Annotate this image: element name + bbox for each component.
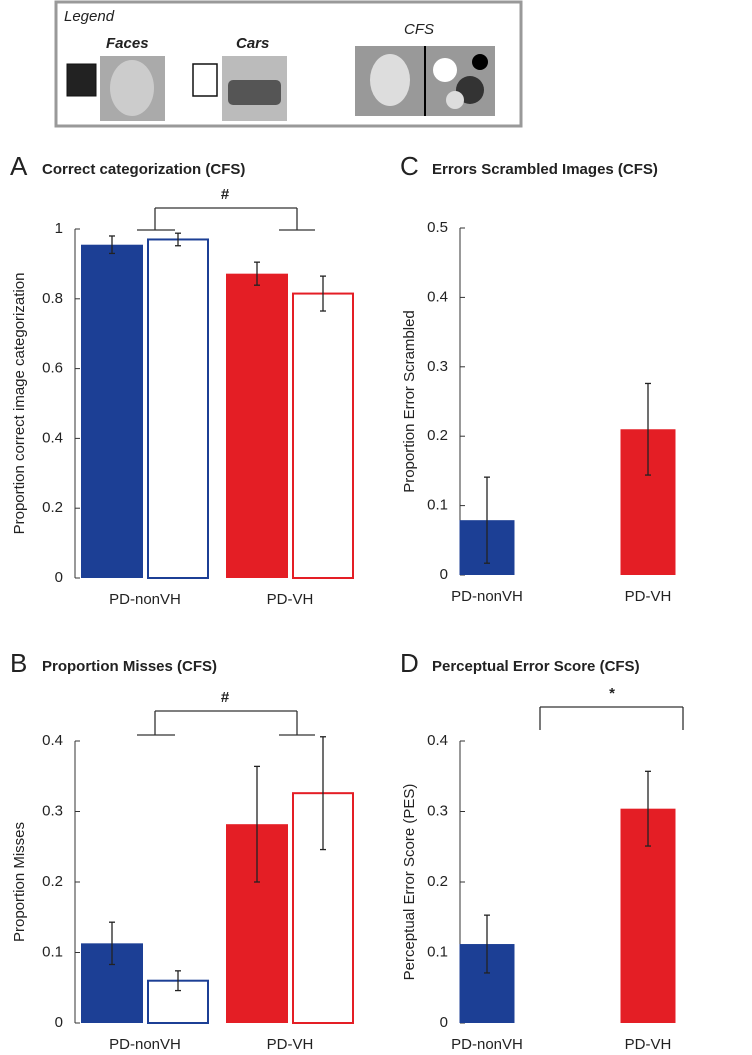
- y-tick-label: 0.2: [427, 427, 448, 444]
- mask-blob: [446, 91, 464, 109]
- legend-title: Legend: [64, 8, 115, 25]
- y-axis-label: Proportion Error Scrambled: [401, 310, 418, 493]
- significance-marker: *: [609, 685, 615, 702]
- y-tick-label: 0.3: [42, 802, 63, 819]
- bar: [226, 273, 288, 578]
- bar: [81, 244, 143, 578]
- x-tick-label: PD-nonVH: [109, 1036, 181, 1053]
- cfs-face: [370, 54, 410, 106]
- y-tick-label: 0.2: [427, 873, 448, 890]
- y-tick-label: 1: [55, 220, 63, 237]
- car-shape: [228, 80, 281, 105]
- x-tick-label: PD-nonVH: [451, 1036, 523, 1053]
- legend-cfs: CFS: [404, 21, 434, 38]
- mask-blob: [472, 54, 488, 70]
- chart-title: Perceptual Error Score (CFS): [432, 658, 640, 675]
- y-axis-label: Proportion Misses: [11, 822, 28, 942]
- y-tick-label: 0.1: [42, 943, 63, 960]
- bar: [292, 292, 354, 579]
- legend-faces: Faces: [106, 35, 149, 52]
- bar: [147, 238, 209, 579]
- y-tick-label: 0.3: [427, 802, 448, 819]
- y-tick-label: 0.2: [42, 499, 63, 516]
- y-tick-label: 0.4: [42, 429, 63, 446]
- y-tick-label: 0: [440, 1014, 448, 1031]
- x-tick-label: PD-VH: [267, 1036, 314, 1053]
- y-tick-label: 0.4: [42, 732, 63, 749]
- x-tick-label: PD-VH: [267, 591, 314, 608]
- y-tick-label: 0.6: [42, 360, 63, 377]
- y-tick-label: 0.4: [427, 288, 448, 305]
- x-tick-label: PD-VH: [625, 588, 672, 605]
- y-axis-label: Proportion correct image categorization: [11, 273, 28, 535]
- panel-letter: D: [400, 648, 419, 678]
- face-shape: [110, 60, 154, 116]
- legend-filled-swatch: [66, 63, 97, 97]
- chart-title: Proportion Misses (CFS): [42, 658, 217, 675]
- significance-marker: #: [221, 689, 230, 706]
- legend-cars: Cars: [236, 35, 269, 52]
- y-tick-label: 0.1: [427, 943, 448, 960]
- mask-blob: [433, 58, 457, 82]
- chart-title: Errors Scrambled Images (CFS): [432, 161, 658, 178]
- x-tick-label: PD-VH: [625, 1036, 672, 1053]
- panel-letter: A: [10, 151, 28, 181]
- y-tick-label: 0.8: [42, 290, 63, 307]
- significance-marker: #: [221, 186, 230, 203]
- y-tick-label: 0: [55, 569, 63, 586]
- y-tick-label: 0.3: [427, 358, 448, 375]
- y-axis-label: Perceptual Error Score (PES): [401, 784, 418, 981]
- y-tick-label: 0: [440, 566, 448, 583]
- legend-outline-swatch: [192, 63, 218, 97]
- bar: [147, 979, 209, 1025]
- y-tick-label: 0.5: [427, 219, 448, 236]
- chart-title: Correct categorization (CFS): [42, 161, 245, 178]
- y-tick-label: 0.2: [42, 873, 63, 890]
- y-tick-label: 0.1: [427, 497, 448, 514]
- x-tick-label: PD-nonVH: [109, 591, 181, 608]
- x-tick-label: PD-nonVH: [451, 588, 523, 605]
- y-tick-label: 0: [55, 1014, 63, 1031]
- panel-letter: C: [400, 151, 419, 181]
- y-tick-label: 0.4: [427, 732, 448, 749]
- panel-letter: B: [10, 648, 27, 678]
